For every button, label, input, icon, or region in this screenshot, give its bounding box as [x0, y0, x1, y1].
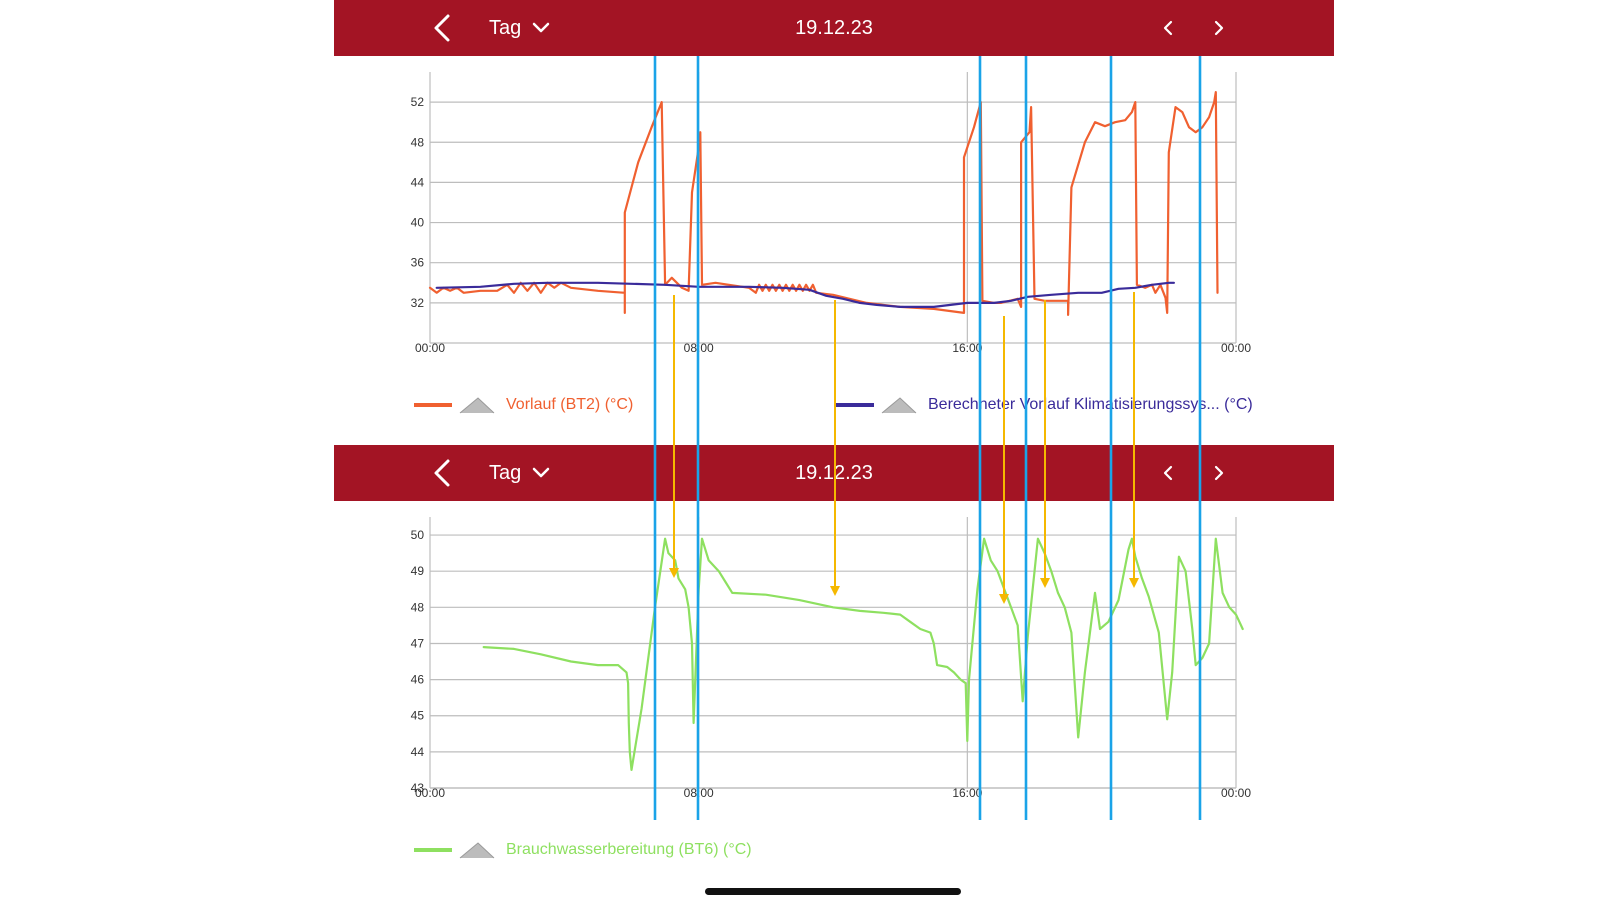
period-dropdown[interactable]: Tag: [489, 0, 551, 56]
legend-swatch: [414, 848, 452, 852]
series-line: [428, 90, 1219, 316]
x-tick-label: 00:00: [415, 786, 445, 800]
y-tick-label: 45: [411, 709, 425, 723]
y-tick-label: 48: [411, 135, 425, 149]
series-line: [435, 281, 1176, 308]
prev-chevron-left-icon[interactable]: [1154, 459, 1182, 487]
x-tick-label: 00:00: [415, 341, 445, 355]
y-tick-label: 43: [411, 781, 425, 795]
period-dropdown[interactable]: Tag: [489, 445, 551, 501]
legend-label: Brauchwasserbereitung (BT6) (°C): [506, 841, 752, 858]
legend-swatch: [836, 403, 874, 407]
y-tick-label: 52: [411, 95, 425, 109]
next-chevron-right-icon[interactable]: [1205, 459, 1233, 487]
legend-label: Berechneter Vorlauf Klimatisierungssys..…: [928, 396, 1253, 413]
back-chevron-left-icon[interactable]: [426, 455, 460, 491]
y-tick-label: 44: [411, 745, 425, 759]
y-tick-label: 47: [411, 636, 425, 650]
period-label: Tag: [489, 462, 522, 484]
y-tick-label: 44: [411, 175, 425, 189]
y-tick-label: 46: [411, 673, 425, 687]
next-chevron-right-icon[interactable]: [1205, 14, 1233, 42]
mountain-triangle-icon: [881, 397, 917, 414]
legend-vorlauf[interactable]: Vorlauf (BT2) (°C): [414, 392, 633, 418]
x-tick-label: 16:00: [952, 786, 982, 800]
prev-chevron-left-icon[interactable]: [1154, 14, 1182, 42]
y-tick-label: 49: [411, 564, 425, 578]
y-tick-label: 32: [411, 296, 425, 310]
top-toolbar: Tag 19.12.23: [334, 0, 1334, 56]
y-tick-label: 48: [411, 600, 425, 614]
legend-berechnet[interactable]: Berechneter Vorlauf Klimatisierungssys..…: [836, 392, 1253, 418]
home-indicator[interactable]: [705, 888, 961, 895]
y-tick-label: 40: [411, 216, 425, 230]
x-tick-label: 16:00: [952, 341, 982, 355]
y-tick-label: 50: [411, 528, 425, 542]
mountain-triangle-icon: [459, 397, 495, 414]
period-label: Tag: [489, 17, 522, 39]
legend-swatch: [414, 403, 452, 407]
x-tick-label: 00:00: [1221, 341, 1251, 355]
series-line: [482, 537, 1244, 772]
x-tick-label: 00:00: [1221, 786, 1251, 800]
legend-brauchwasser[interactable]: Brauchwasserbereitung (BT6) (°C): [414, 837, 752, 863]
x-tick-label: 08:00: [684, 786, 714, 800]
legend-label: Vorlauf (BT2) (°C): [506, 396, 634, 413]
mountain-triangle-icon: [459, 842, 495, 859]
chevron-down-icon: [533, 22, 550, 33]
chevron-down-icon: [533, 467, 550, 478]
y-tick-label: 36: [411, 256, 425, 270]
back-chevron-left-icon[interactable]: [426, 10, 460, 46]
